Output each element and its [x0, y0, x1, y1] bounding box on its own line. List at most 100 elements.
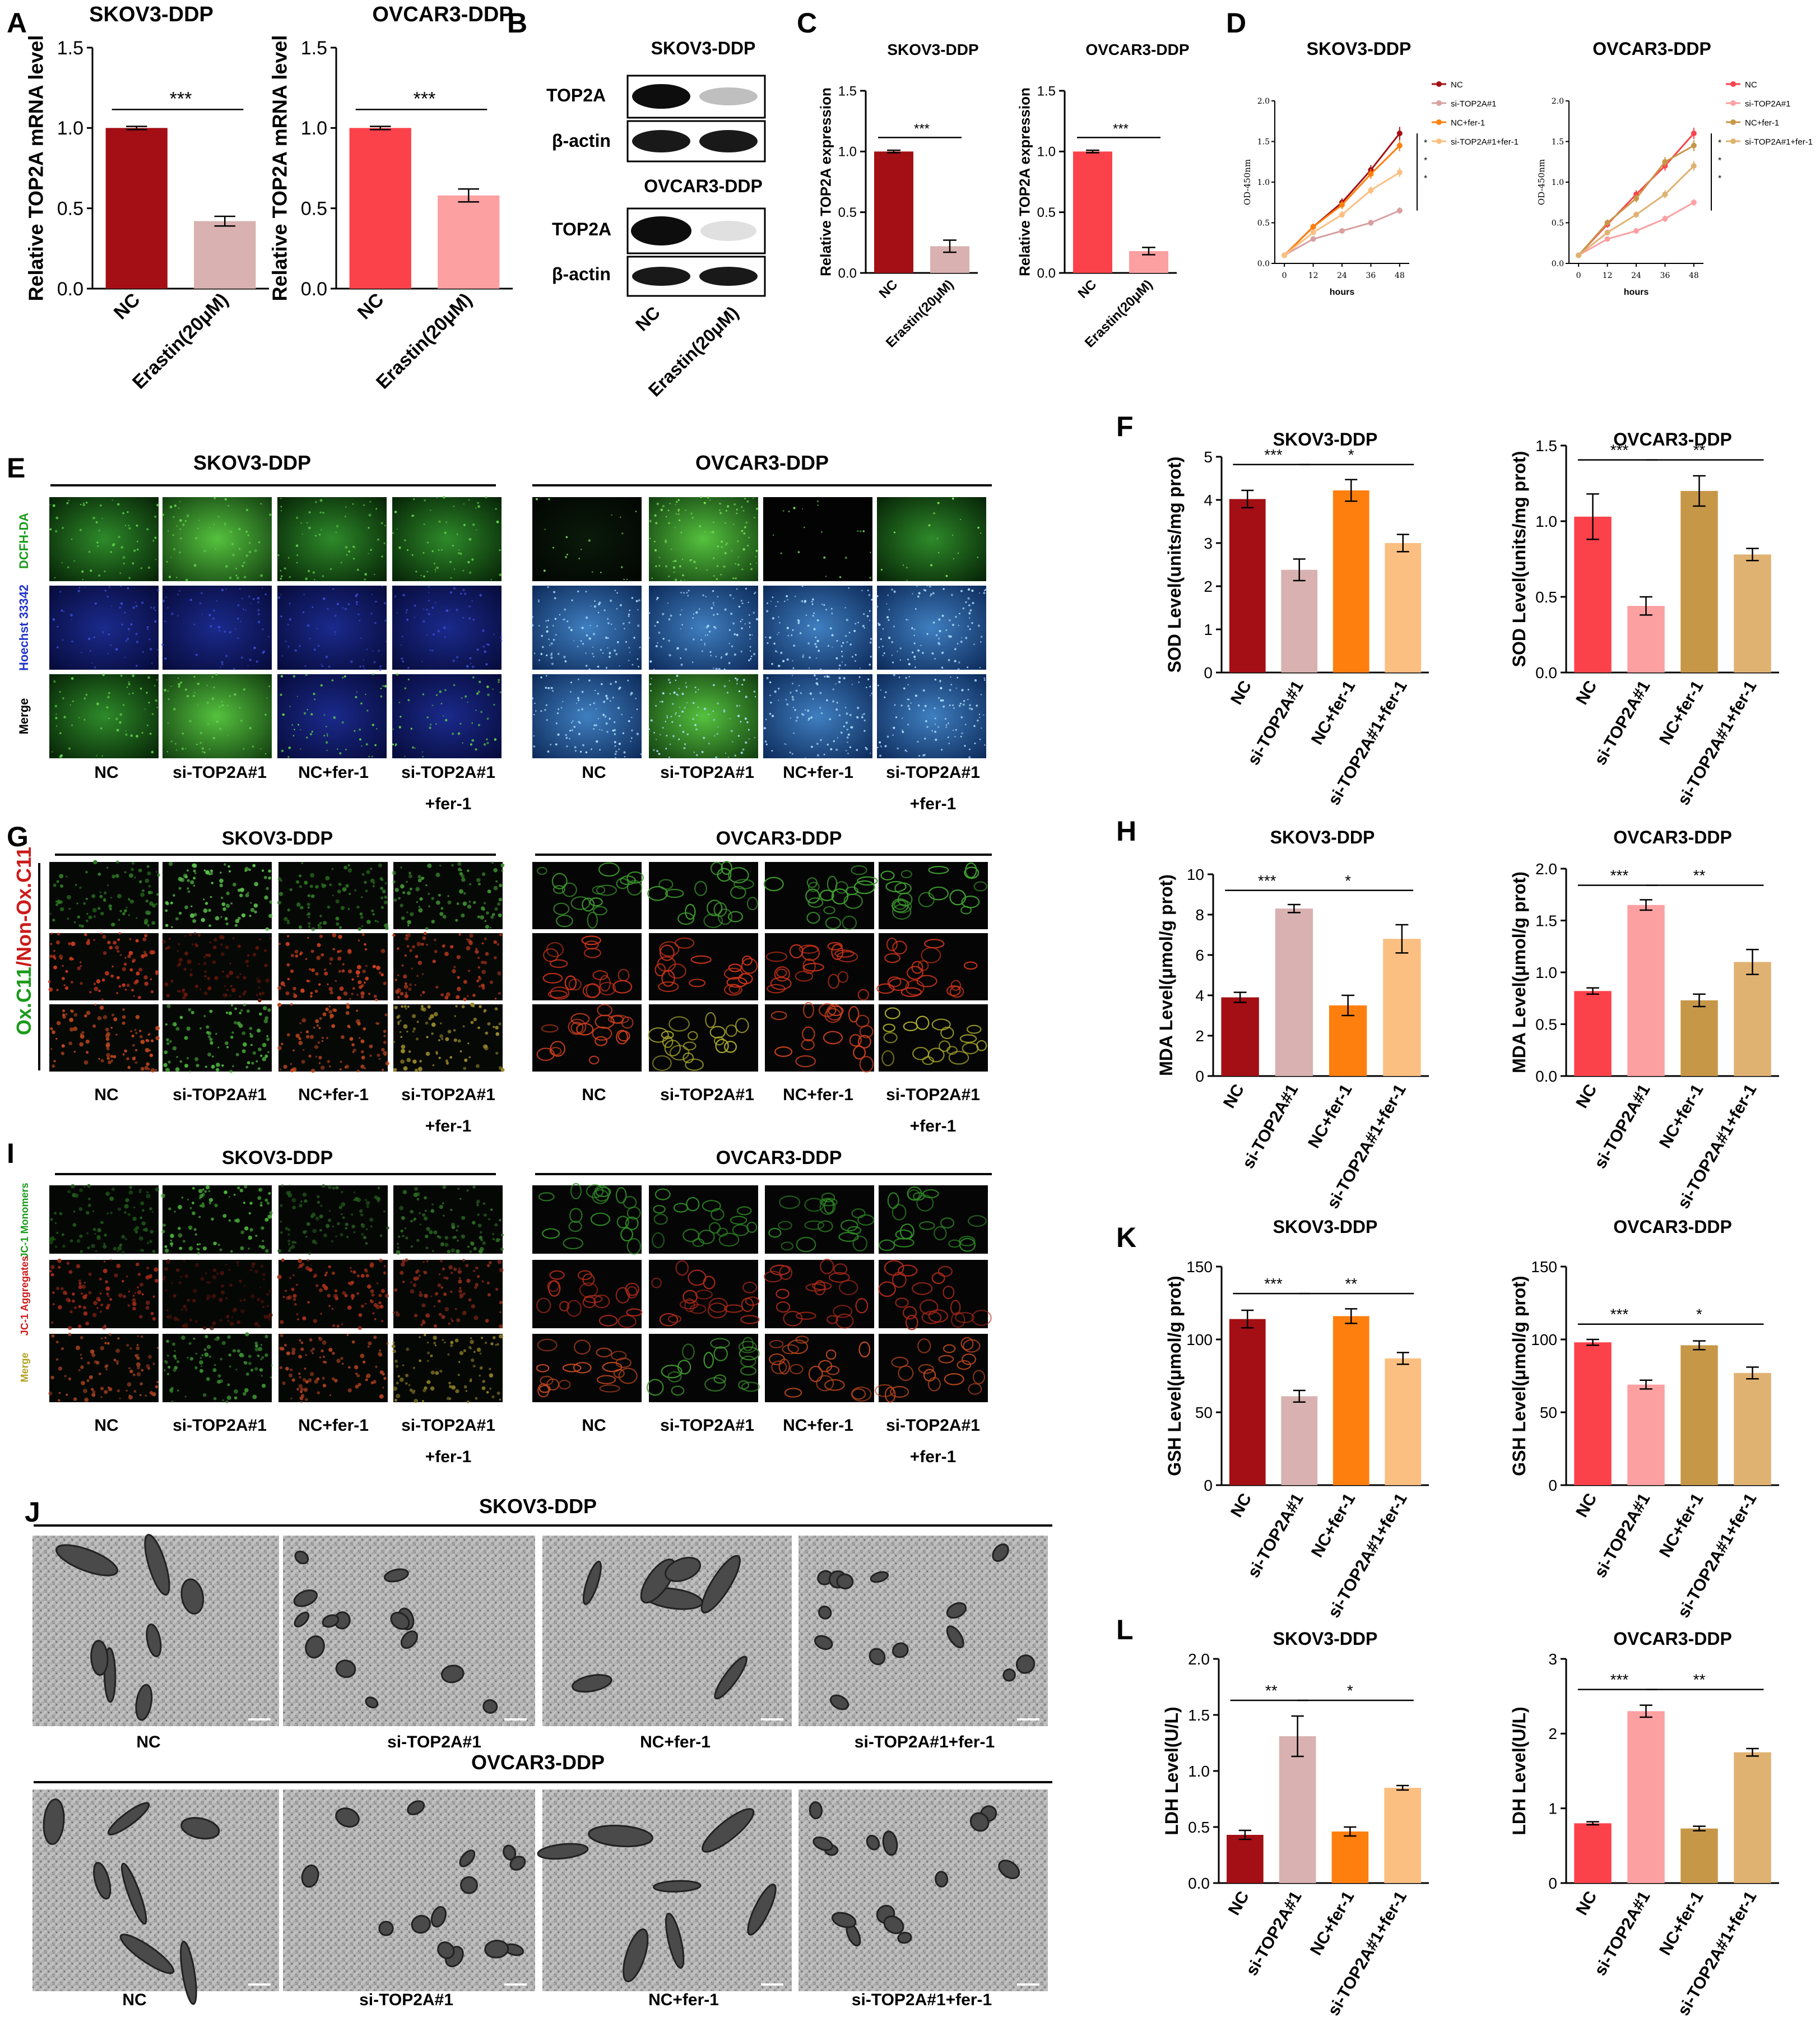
cell-signal	[357, 613, 360, 615]
cell-signal	[479, 1236, 482, 1240]
cell-signal	[733, 653, 737, 656]
cell-signal	[166, 902, 169, 906]
cell-signal	[954, 660, 957, 662]
cell-signal	[241, 913, 246, 917]
cell-signal	[325, 655, 328, 659]
cell-signal	[341, 969, 345, 973]
stain-label-merge: Merge	[17, 698, 31, 735]
cell-signal	[403, 1066, 408, 1071]
cell-signal	[96, 702, 99, 706]
cell-signal	[668, 576, 670, 577]
cell-signal	[341, 1035, 345, 1039]
cell-signal	[140, 1382, 143, 1386]
cell-signal	[68, 942, 71, 945]
cell-signal	[59, 691, 61, 693]
cell-signal	[364, 1199, 367, 1202]
cell-signal	[444, 1341, 446, 1344]
cell-signal	[589, 704, 591, 706]
cell-signal	[187, 887, 189, 890]
cell-signal	[344, 1293, 348, 1297]
cell-signal	[206, 1025, 210, 1029]
cell-signal	[477, 956, 480, 959]
cell-signal	[397, 1246, 400, 1249]
cell-signal	[195, 653, 198, 656]
cell-signal	[227, 1383, 230, 1387]
cell-signal	[246, 1009, 250, 1013]
cell-signal	[184, 688, 187, 691]
cell-signal	[681, 609, 682, 611]
cell-signal	[155, 871, 158, 873]
cell-signal	[533, 745, 536, 748]
cell-signal	[878, 623, 881, 626]
bar-1	[1627, 1384, 1665, 1485]
cell-signal	[258, 1347, 263, 1352]
cell-signal	[649, 537, 651, 540]
cell-signal	[190, 913, 195, 918]
cell-signal	[236, 1261, 239, 1264]
cell-signal	[349, 893, 351, 895]
cell-signal	[578, 732, 581, 735]
cell-signal	[462, 616, 465, 619]
y-tick-label: 2.0	[1552, 97, 1564, 106]
cell-signal	[450, 1208, 453, 1211]
cell-signal	[113, 940, 117, 945]
cell-signal	[109, 945, 113, 950]
cell-signal	[467, 561, 470, 564]
cell-signal	[88, 1272, 92, 1276]
cell-signal	[491, 861, 494, 864]
cell-signal	[214, 976, 219, 980]
cell-signal	[350, 1267, 352, 1269]
cell-signal	[126, 984, 130, 987]
cell-signal	[193, 1228, 197, 1231]
cell-signal	[459, 552, 462, 555]
cell-signal	[487, 1022, 491, 1026]
cell-signal	[400, 644, 402, 646]
cell-signal	[908, 676, 910, 678]
cell-signal	[498, 679, 500, 681]
cell-signal	[599, 749, 601, 751]
cell-signal	[780, 552, 782, 554]
cell-ring	[949, 986, 964, 998]
cell-signal	[213, 686, 215, 689]
cell-signal	[68, 907, 71, 910]
cell-signal	[361, 896, 363, 898]
cell-signal	[267, 1305, 269, 1307]
cell-signal	[406, 549, 409, 551]
cell-ring	[741, 956, 753, 966]
cell-signal	[178, 887, 182, 890]
cell-signal	[831, 634, 834, 637]
cell-signal	[87, 637, 91, 641]
cell-signal	[287, 557, 290, 559]
cell-signal	[142, 1228, 145, 1231]
cell-signal	[70, 1184, 75, 1189]
cell-signal	[811, 745, 813, 748]
cell-ring	[940, 1217, 955, 1228]
cell-signal	[407, 667, 410, 669]
cell-signal	[394, 511, 397, 513]
cell-ring	[741, 958, 758, 974]
cell-signal	[304, 665, 307, 667]
cell-signal	[101, 518, 103, 520]
cell-signal	[865, 748, 868, 750]
group-label: +fer-1	[910, 795, 957, 813]
significance-label: ***	[414, 88, 436, 109]
cell-signal	[476, 1347, 481, 1352]
cell-signal	[723, 709, 726, 711]
cell-signal	[616, 608, 618, 610]
cell-signal	[70, 980, 73, 984]
data-point	[1396, 131, 1403, 136]
cell-signal	[328, 665, 331, 668]
cell-signal	[458, 1361, 461, 1363]
cell-signal	[193, 675, 196, 678]
cell-signal	[140, 892, 145, 897]
cell-signal	[452, 544, 454, 547]
cell-ring	[892, 898, 909, 913]
cell-signal	[685, 686, 688, 688]
y-tick-label: 1.5	[1037, 84, 1056, 99]
cell-ring	[881, 1050, 895, 1067]
cell-signal	[124, 871, 127, 874]
cell-signal	[463, 1349, 466, 1352]
cell-signal	[485, 925, 489, 929]
group-label: +fer-1	[910, 1117, 957, 1135]
category-label: si-TOP2A#1	[1591, 1081, 1654, 1172]
